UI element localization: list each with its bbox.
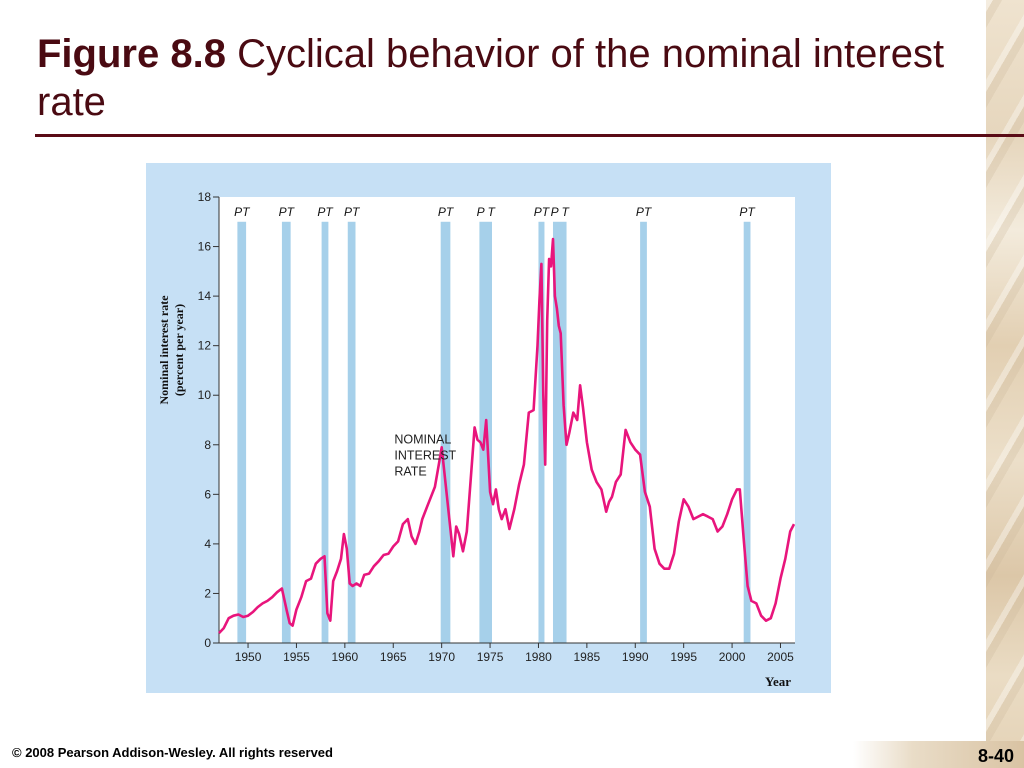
y-tick-label: 6 xyxy=(204,487,211,501)
recession-band xyxy=(321,221,329,643)
recession-band xyxy=(538,221,545,643)
y-tick-label: 12 xyxy=(198,339,212,353)
x-tick-label: 1985 xyxy=(574,650,601,664)
recession-label: PT xyxy=(636,205,653,219)
x-tick-label: 1950 xyxy=(235,650,262,664)
y-tick-label: 14 xyxy=(198,289,212,303)
figure-caption: Cyclical behavior of the nominal interes… xyxy=(37,32,945,124)
recession-band xyxy=(237,221,247,643)
x-tick-label: 2005 xyxy=(767,650,794,664)
recession-label: PT xyxy=(344,205,361,219)
recession-band xyxy=(347,221,356,643)
y-tick-label: 16 xyxy=(198,240,212,254)
x-tick-label: 1955 xyxy=(283,650,310,664)
y-tick-label: 0 xyxy=(204,636,211,650)
recession-label: PT xyxy=(317,205,334,219)
slide-title: Figure 8.8 Cyclical behavior of the nomi… xyxy=(37,30,967,126)
y-tick-label: 4 xyxy=(204,537,211,551)
y-tick-label: 2 xyxy=(204,586,211,600)
nominal-interest-rate-line xyxy=(218,237,796,635)
chart-panel: PT PT PT PT PT P T PT P T PT PT 0 2 4 6 8 10 12 14 16 18 195… xyxy=(146,163,831,693)
recession-label: P T xyxy=(477,205,497,219)
page-number: 8-40 xyxy=(977,746,1014,766)
interest-rate-chart: PT PT PT PT PT P T PT P T PT PT024681012141618195… xyxy=(157,190,796,689)
page-number-band xyxy=(853,741,1024,768)
x-axis-title: Year xyxy=(765,674,791,689)
y-axis-title: Nominal interest rate(percent per year) xyxy=(157,295,186,405)
x-tick-label: 1975 xyxy=(477,650,504,664)
recession-label: PT xyxy=(438,205,455,219)
recession-label: P T xyxy=(551,205,571,219)
recession-label: PT xyxy=(279,205,296,219)
x-tick-label: 1980 xyxy=(525,650,552,664)
x-tick-label: 1995 xyxy=(670,650,697,664)
recession-band xyxy=(440,221,451,643)
recession-label: PT xyxy=(534,205,551,219)
recession-label: PT xyxy=(234,205,251,219)
recession-band xyxy=(281,221,291,643)
marble-background-strip xyxy=(986,0,1024,768)
y-tick-label: 8 xyxy=(204,438,211,452)
x-tick-label: 1960 xyxy=(331,650,358,664)
x-tick-label: 1970 xyxy=(428,650,455,664)
x-tick-label: 1990 xyxy=(622,650,649,664)
recession-band xyxy=(640,221,647,643)
title-divider xyxy=(35,134,1024,137)
plot-area xyxy=(219,197,795,643)
recession-label: PT xyxy=(739,205,756,219)
series-label: NOMINAL INTEREST RATE xyxy=(394,432,456,478)
copyright-footer: © 2008 Pearson Addison-Wesley. All right… xyxy=(12,745,333,760)
recession-band xyxy=(743,221,751,643)
x-tick-label: 2000 xyxy=(719,650,746,664)
x-tick-label: 1965 xyxy=(380,650,407,664)
recession-band xyxy=(552,221,567,643)
figure-number: Figure 8.8 xyxy=(37,32,226,76)
y-tick-label: 18 xyxy=(198,190,212,204)
y-tick-label: 10 xyxy=(198,388,212,402)
